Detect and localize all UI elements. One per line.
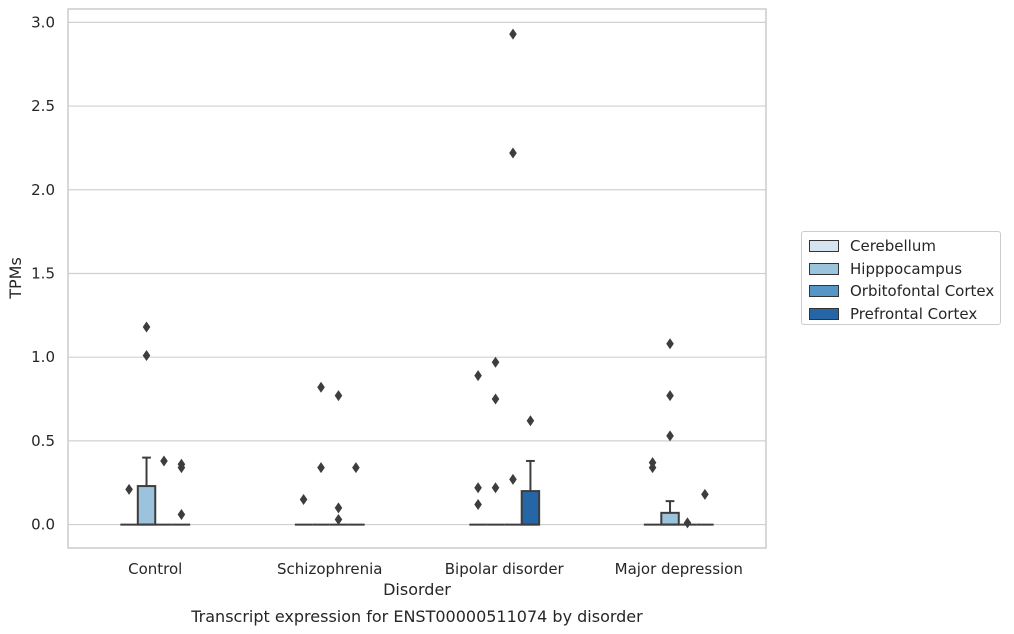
chart-title: Transcript expression for ENST0000051107… (190, 607, 643, 626)
outlier-point (526, 415, 535, 427)
outlier-point (491, 393, 500, 405)
box (155, 455, 173, 526)
legend-item: Cerebellum (809, 235, 1000, 258)
x-axis-title: Disorder (383, 580, 451, 599)
box (678, 517, 697, 529)
box (120, 483, 138, 526)
outlier-point (701, 488, 709, 500)
box-plot-series (120, 28, 714, 529)
y-tick-label: 0.5 (31, 432, 55, 450)
outlier-point (177, 509, 186, 521)
box (312, 381, 330, 526)
outlier-point (474, 482, 482, 494)
legend-item: Orbitofontal Cortex (809, 280, 1000, 303)
outlier-point (352, 462, 360, 474)
box (294, 493, 313, 526)
y-tick-label: 3.0 (31, 13, 55, 31)
legend-item: Hipppocampus (809, 258, 1000, 281)
x-tick-label: Bipolar disorder (445, 560, 565, 578)
outlier-point (666, 430, 674, 442)
outlier-point (317, 462, 325, 474)
outlier-point (160, 455, 168, 467)
legend: Cerebellum Hipppocampus Orbitofontal Corte… (801, 231, 1001, 325)
outlier-point (509, 473, 517, 485)
legend-label: Orbitofontal Cortex (850, 282, 995, 301)
y-tick-label: 1.5 (31, 264, 55, 282)
box-body (136, 485, 157, 526)
outlier-point (474, 498, 482, 510)
y-tick-label: 0.0 (31, 516, 55, 534)
outlier-point (299, 493, 308, 505)
legend-swatch (809, 262, 839, 275)
y-gridlines (68, 21, 766, 526)
outlier-point (666, 390, 674, 402)
y-tick-labels: 0.0 0.5 1.0 1.5 2.0 2.5 3.0 (31, 13, 55, 533)
legend-label: Prefrontal Cortex (850, 305, 978, 324)
outlier-point (317, 381, 325, 393)
plot-frame (67, 8, 767, 549)
outlier-point (666, 338, 674, 350)
box (643, 457, 662, 526)
box (347, 462, 365, 526)
x-tick-label: Control (128, 560, 182, 578)
box (329, 390, 348, 526)
legend-swatch (809, 308, 839, 321)
outlier-point (177, 462, 186, 474)
box (469, 370, 487, 526)
x-tick-label: Schizophrenia (277, 560, 382, 578)
outlier-point (474, 370, 482, 382)
outlier-point (683, 517, 692, 529)
outlier-point (509, 147, 517, 159)
box (486, 356, 505, 526)
legend-swatch (809, 240, 839, 253)
outlier-point (648, 462, 657, 474)
outlier-point (142, 321, 151, 333)
legend-label: Hipppocampus (850, 259, 963, 278)
outlier-point (491, 482, 500, 494)
legend-swatch (809, 285, 839, 298)
box-body (660, 511, 680, 526)
outlier-point (334, 514, 343, 526)
y-tick-label: 1.0 (31, 348, 55, 366)
box-body (520, 490, 541, 526)
outlier-point (125, 483, 133, 495)
y-axis-title: TPMs (6, 257, 25, 300)
y-tick-label: 2.0 (31, 181, 55, 199)
box (696, 488, 714, 526)
legend-label: Cerebellum (850, 237, 936, 256)
outlier-point (509, 28, 517, 40)
outlier-point (334, 390, 343, 402)
box (172, 458, 191, 526)
outlier-point (491, 356, 500, 368)
x-tick-label: Major depression (615, 560, 743, 578)
x-tick-labels: Control Schizophrenia Bipolar disorder Majo… (128, 560, 743, 578)
box (136, 321, 157, 526)
outlier-point (334, 502, 343, 514)
box (660, 338, 680, 526)
y-tick-label: 2.5 (31, 97, 55, 115)
outlier-point (142, 350, 151, 361)
box (504, 28, 522, 526)
box (520, 415, 541, 526)
legend-item: Prefrontal Cortex (809, 303, 1000, 326)
